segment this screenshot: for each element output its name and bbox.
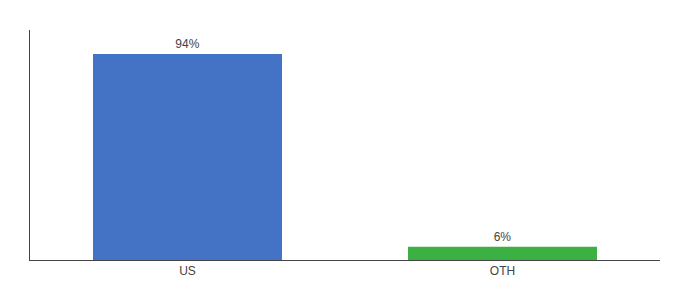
svg-text:US: US bbox=[179, 264, 196, 278]
svg-text:94%: 94% bbox=[175, 37, 199, 51]
svg-text:6%: 6% bbox=[494, 230, 512, 244]
svg-text:OTH: OTH bbox=[490, 264, 515, 278]
